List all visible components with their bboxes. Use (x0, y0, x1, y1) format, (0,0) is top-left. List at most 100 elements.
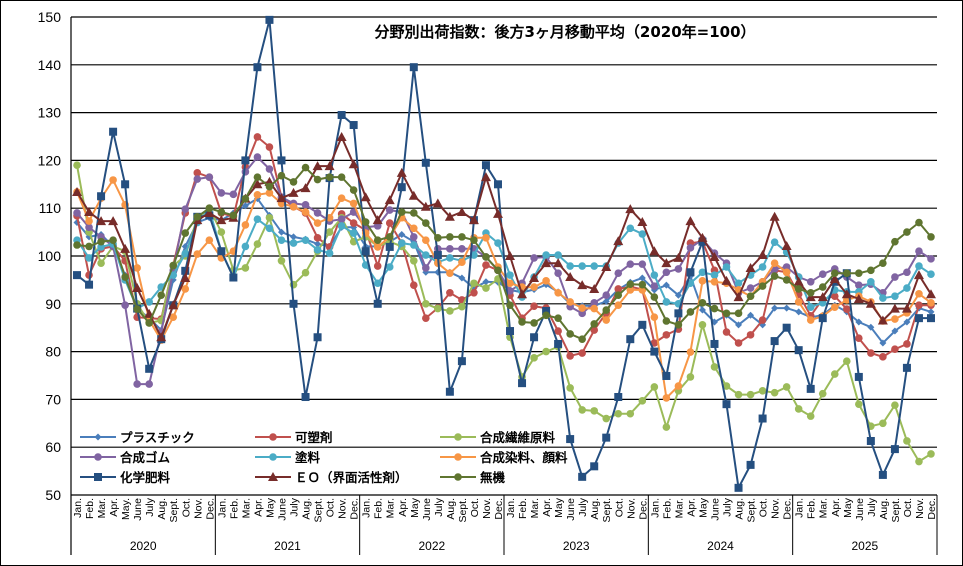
data-point-triangle (613, 236, 624, 246)
data-point-square (289, 299, 298, 308)
legend-label: 可塑剤 (295, 430, 333, 445)
month-label: Dec. (926, 498, 938, 520)
month-label: Sept. (313, 498, 325, 523)
data-point-diamond (855, 318, 863, 326)
data-point-circle (73, 161, 81, 169)
month-label: Apr. (252, 498, 264, 517)
legend-label: ＥＯ（界面活性剤） (295, 470, 408, 485)
month-label: May (697, 497, 709, 518)
data-point-circle (277, 236, 286, 245)
data-point-circle (265, 165, 274, 173)
data-point-triangle (745, 262, 756, 272)
data-point-circle (217, 189, 226, 197)
data-point-triangle (156, 332, 167, 342)
data-point-triangle (348, 159, 359, 169)
month-label: Aug. (734, 498, 746, 520)
data-point-circle (566, 330, 574, 338)
data-point-circle (626, 409, 635, 418)
data-point-circle (602, 414, 611, 423)
data-point-triangle (877, 315, 888, 325)
data-point-square (626, 335, 635, 344)
year-label: 2021 (274, 539, 301, 553)
data-point-triangle (420, 201, 431, 211)
data-point-triangle (529, 272, 540, 282)
data-point-circle (470, 279, 478, 288)
data-point-circle (818, 270, 827, 278)
data-point-triangle (841, 289, 852, 299)
month-label: Jan. (216, 498, 228, 518)
month-label: Jan. (649, 498, 661, 518)
data-point-diamond (314, 240, 322, 248)
data-point-circle (325, 249, 334, 257)
month-label: Aug. (301, 498, 313, 520)
y-tick-label: 130 (38, 105, 62, 121)
data-point-circle (734, 339, 743, 347)
data-point-circle (734, 390, 743, 399)
data-point-circle (650, 339, 659, 347)
data-point-square (866, 436, 875, 445)
data-point-circle (590, 262, 599, 270)
data-point-circle (482, 284, 490, 292)
data-point-triangle (505, 251, 516, 260)
data-point-triangle (396, 167, 407, 177)
data-point-circle (927, 233, 935, 241)
data-point-circle (97, 259, 105, 267)
data-point-circle (710, 304, 719, 313)
data-point-circle (422, 264, 430, 272)
month-label: Nov. (337, 498, 349, 519)
data-point-square (397, 183, 406, 192)
data-point-triangle (72, 186, 83, 196)
data-point-circle (650, 271, 659, 279)
legend-item: プラスチック (80, 430, 195, 445)
data-point-triangle (889, 303, 900, 313)
data-point-square (722, 400, 731, 409)
year-label: 2025 (851, 539, 878, 553)
data-point-circle (674, 321, 683, 329)
data-point-square (145, 364, 154, 373)
data-point-circle (734, 279, 743, 288)
data-point-circle (650, 282, 659, 290)
data-point-diamond (879, 339, 887, 347)
data-point-circle (229, 190, 238, 199)
data-point-square (349, 121, 358, 130)
month-label: Nov. (625, 498, 637, 519)
series-line (76, 19, 931, 491)
data-point-square (265, 15, 274, 24)
data-point-circle (879, 259, 887, 267)
data-point-square (241, 156, 250, 165)
month-label: Nov. (914, 498, 926, 519)
data-point-circle (289, 178, 298, 186)
month-label: Dec. (204, 498, 216, 520)
data-point-square (85, 280, 94, 289)
data-point-circle (662, 331, 671, 339)
series-lines (72, 15, 936, 492)
data-point-square (806, 384, 815, 393)
data-point-triangle (84, 207, 95, 217)
data-point-triangle (589, 283, 600, 293)
month-label: Jan. (505, 498, 517, 518)
data-point-triangle (913, 270, 924, 280)
month-label: Apr. (397, 498, 409, 517)
data-point-circle (855, 400, 863, 408)
y-tick-label: 70 (45, 391, 61, 407)
data-point-circle (397, 239, 406, 247)
month-label: Aug. (445, 498, 457, 520)
data-point-circle (289, 239, 298, 247)
month-label: Mar. (240, 498, 252, 518)
month-label: July (866, 497, 878, 516)
data-point-circle (313, 175, 322, 184)
data-point-circle (927, 270, 935, 278)
legend-item: 可塑剤 (255, 430, 333, 445)
data-point-square (181, 266, 190, 275)
data-point-triangle (685, 216, 696, 226)
data-point-triangle (108, 216, 119, 226)
data-point-diamond (662, 281, 670, 289)
legend-label: 合成ゴム (120, 450, 171, 465)
data-point-circle (614, 301, 623, 310)
data-point-circle (794, 285, 803, 293)
data-point-triangle (769, 211, 780, 221)
data-point-triangle (805, 292, 816, 302)
data-point-square (602, 433, 611, 442)
data-point-square (650, 347, 659, 356)
month-label: May (409, 497, 421, 518)
